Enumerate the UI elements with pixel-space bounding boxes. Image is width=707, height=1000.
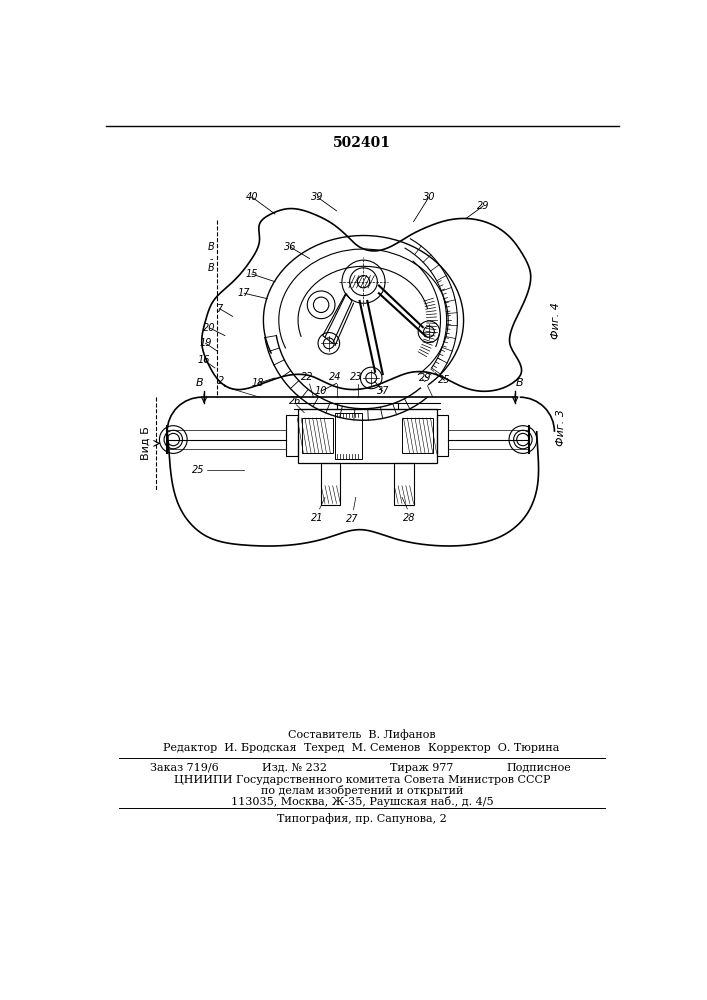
Text: Типография, пр. Сапунова, 2: Типография, пр. Сапунова, 2 — [277, 813, 447, 824]
Text: 28: 28 — [404, 513, 416, 523]
Text: B: B — [516, 378, 524, 388]
Text: 18: 18 — [252, 378, 264, 388]
Text: 16: 16 — [198, 355, 211, 365]
Text: 39: 39 — [311, 192, 324, 202]
Text: 30: 30 — [423, 192, 436, 202]
Bar — [321, 463, 340, 505]
Text: 29: 29 — [419, 373, 431, 383]
Text: Изд. № 232: Изд. № 232 — [262, 763, 327, 773]
Text: Фиг. 4: Фиг. 4 — [551, 302, 561, 339]
Bar — [302, 418, 333, 453]
Text: B: B — [208, 242, 214, 252]
Text: 7: 7 — [216, 304, 223, 314]
Text: 24: 24 — [329, 372, 341, 382]
Bar — [402, 418, 433, 453]
Text: 21: 21 — [311, 513, 324, 523]
Text: Составитель  В. Лифанов: Составитель В. Лифанов — [288, 729, 436, 740]
Text: по делам изобретений и открытий: по делам изобретений и открытий — [261, 785, 463, 796]
Text: Редактор  И. Бродская: Редактор И. Бродская — [163, 743, 297, 753]
Bar — [335, 413, 362, 459]
Text: 27: 27 — [346, 514, 358, 524]
Text: 36: 36 — [284, 242, 297, 252]
Text: B: B — [208, 263, 214, 273]
Text: 37: 37 — [377, 386, 389, 396]
Text: 40: 40 — [245, 192, 258, 202]
Text: 113035, Москва, Ж-35, Раушская наб., д. 4/5: 113035, Москва, Ж-35, Раушская наб., д. … — [230, 796, 493, 807]
Bar — [298, 409, 437, 463]
Text: Подписное: Подписное — [507, 763, 571, 773]
Text: 22: 22 — [301, 372, 313, 382]
Text: Тираж 977: Тираж 977 — [390, 763, 453, 773]
Text: 17: 17 — [238, 288, 250, 298]
Text: 2: 2 — [218, 376, 224, 386]
Text: 25: 25 — [438, 375, 450, 385]
Text: 23: 23 — [349, 372, 362, 382]
Text: 20: 20 — [203, 323, 216, 333]
Text: B: B — [196, 378, 204, 388]
Text: Техред  М. Семенов: Техред М. Семенов — [304, 743, 420, 753]
Text: 502401: 502401 — [333, 136, 391, 150]
Text: 25: 25 — [192, 465, 204, 475]
Text: 26: 26 — [288, 396, 301, 406]
Bar — [437, 415, 448, 456]
Text: 15: 15 — [245, 269, 258, 279]
Bar — [286, 415, 298, 456]
Text: 10: 10 — [315, 386, 327, 396]
Text: Корректор  О. Тюрина: Корректор О. Тюрина — [428, 743, 560, 753]
Text: Фиг. 3: Фиг. 3 — [556, 410, 566, 446]
Text: 19: 19 — [199, 338, 212, 348]
Text: Заказ 719/6: Заказ 719/6 — [150, 763, 219, 773]
Text: Вид Б: Вид Б — [141, 427, 151, 460]
Bar — [395, 463, 414, 505]
Text: ЦНИИПИ Государственного комитета Совета Министров СССР: ЦНИИПИ Государственного комитета Совета … — [174, 775, 550, 785]
Text: 29: 29 — [477, 201, 489, 211]
Text: -: - — [209, 254, 213, 264]
